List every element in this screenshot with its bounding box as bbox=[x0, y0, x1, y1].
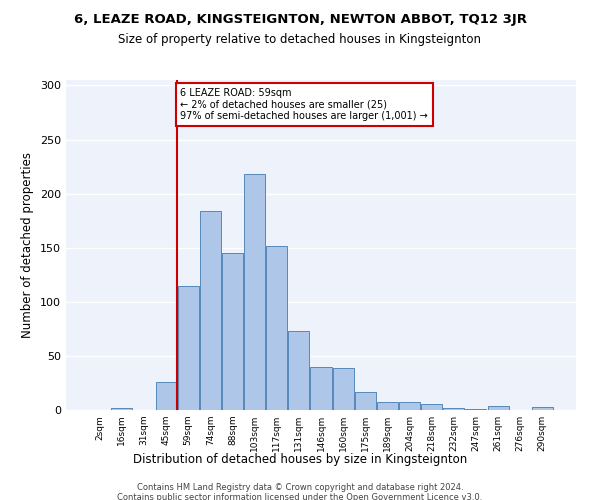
Bar bbox=[266, 246, 287, 410]
Text: Contains public sector information licensed under the Open Government Licence v3: Contains public sector information licen… bbox=[118, 492, 482, 500]
Text: 6 LEAZE ROAD: 59sqm
← 2% of detached houses are smaller (25)
97% of semi-detache: 6 LEAZE ROAD: 59sqm ← 2% of detached hou… bbox=[181, 88, 428, 121]
Bar bbox=[532, 407, 553, 410]
Bar bbox=[178, 286, 199, 410]
Bar bbox=[310, 366, 332, 410]
Text: Contains HM Land Registry data © Crown copyright and database right 2024.: Contains HM Land Registry data © Crown c… bbox=[137, 484, 463, 492]
Bar bbox=[244, 174, 265, 410]
Bar bbox=[443, 408, 464, 410]
Bar bbox=[377, 402, 398, 410]
Bar bbox=[488, 406, 509, 410]
Text: Size of property relative to detached houses in Kingsteignton: Size of property relative to detached ho… bbox=[119, 32, 482, 46]
Bar bbox=[355, 392, 376, 410]
Bar bbox=[222, 253, 243, 410]
Bar bbox=[289, 331, 310, 410]
Bar bbox=[155, 382, 176, 410]
Bar bbox=[200, 211, 221, 410]
Bar bbox=[112, 408, 133, 410]
Bar bbox=[421, 404, 442, 410]
Text: 6, LEAZE ROAD, KINGSTEIGNTON, NEWTON ABBOT, TQ12 3JR: 6, LEAZE ROAD, KINGSTEIGNTON, NEWTON ABB… bbox=[74, 12, 527, 26]
Y-axis label: Number of detached properties: Number of detached properties bbox=[22, 152, 34, 338]
Bar bbox=[466, 409, 487, 410]
Bar bbox=[399, 402, 420, 410]
Text: Distribution of detached houses by size in Kingsteignton: Distribution of detached houses by size … bbox=[133, 452, 467, 466]
Bar bbox=[332, 368, 353, 410]
